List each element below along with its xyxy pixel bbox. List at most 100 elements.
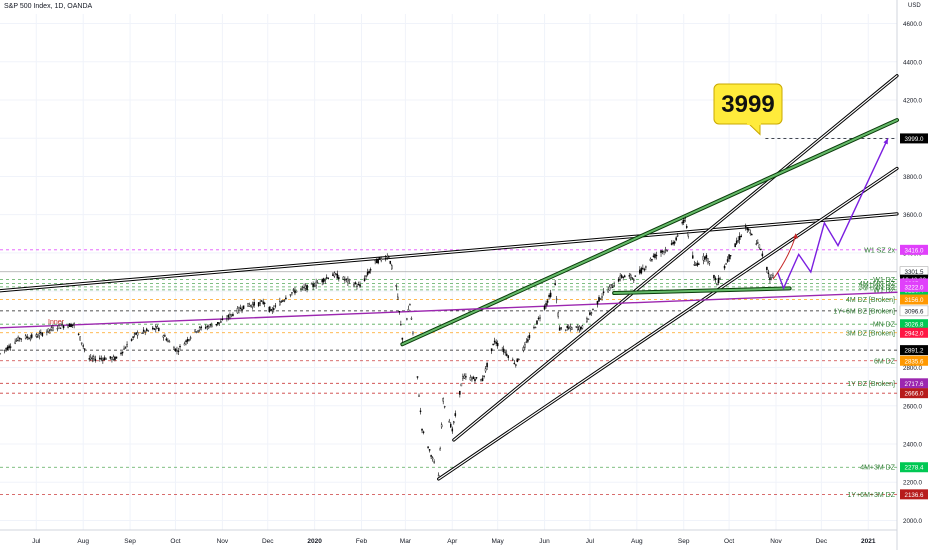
- candle-body: [380, 258, 382, 261]
- candle-body: [726, 259, 729, 262]
- candle-body: [450, 423, 452, 428]
- candle-body: [675, 237, 677, 241]
- candle-body: [167, 340, 169, 342]
- candles-group: [0, 216, 774, 477]
- level-label: 4M+MN DZ: [859, 281, 896, 288]
- candle-body: [369, 269, 372, 271]
- candle-body: [502, 348, 505, 353]
- candle-body: [177, 350, 180, 352]
- candle-body: [226, 318, 228, 320]
- time-tick-label: Sep: [678, 538, 690, 545]
- candle-body: [734, 243, 736, 248]
- candle-body: [749, 232, 752, 234]
- candle-body: [772, 274, 774, 278]
- candle-body: [539, 317, 541, 319]
- candle-body: [433, 461, 435, 463]
- candle-body: [443, 406, 446, 408]
- candle-body: [735, 240, 738, 244]
- candle-body: [292, 289, 295, 291]
- candle-body: [41, 333, 44, 336]
- candle-body: [516, 358, 519, 362]
- candle-body: [472, 376, 475, 379]
- candle-body: [492, 343, 494, 346]
- callout-text: 3999: [721, 91, 774, 118]
- candle-body: [260, 300, 263, 302]
- candle-body: [230, 314, 233, 316]
- candle-body: [58, 324, 60, 326]
- candle-body: [418, 395, 420, 397]
- candle-body: [397, 296, 399, 300]
- level-label: MN DZ: [873, 322, 896, 329]
- candle-body: [194, 329, 196, 332]
- price-tick-label: 3600.0: [903, 212, 922, 219]
- candle-body: [279, 301, 281, 306]
- candle-body: [747, 229, 750, 231]
- candle-body: [567, 327, 570, 329]
- candle-body: [145, 328, 148, 331]
- candle-body: [645, 266, 647, 268]
- candle-body: [59, 327, 62, 329]
- candle-body: [120, 352, 122, 355]
- candle-body: [471, 377, 473, 381]
- time-tick-label: Aug: [631, 538, 643, 545]
- candle-body: [67, 325, 69, 328]
- candle-body: [204, 327, 207, 329]
- trendline-inner: [438, 167, 898, 480]
- candle-body: [263, 302, 266, 304]
- candle-body: [619, 275, 621, 280]
- candle-body: [133, 333, 136, 335]
- candle-body: [453, 421, 455, 424]
- candle-body: [26, 336, 28, 338]
- candle-body: [49, 329, 51, 331]
- candle-body: [515, 364, 517, 367]
- trendline-label: Inner: [48, 319, 65, 326]
- candle-body: [719, 278, 721, 280]
- price-tag: [900, 294, 928, 305]
- candle-body: [525, 341, 528, 343]
- candle-body: [321, 278, 323, 283]
- price-tag: [900, 133, 928, 144]
- candle-body: [313, 285, 316, 287]
- candle-body: [628, 275, 631, 277]
- candle-body: [142, 329, 145, 332]
- candle-body: [663, 250, 665, 253]
- trendline-inner: [401, 119, 898, 346]
- candle-body: [301, 286, 304, 289]
- callout-pointer-join: [747, 121, 761, 125]
- candle-body: [206, 325, 208, 328]
- candle-body: [363, 278, 366, 281]
- candle-body: [71, 324, 74, 326]
- level-label: 4M+3M DZ: [860, 465, 896, 472]
- candle-body: [673, 241, 676, 244]
- level-label: 1Y+6M DZ [Broken]: [833, 308, 895, 315]
- candle-body: [660, 250, 662, 253]
- candle-body: [740, 235, 742, 238]
- candle-body: [189, 337, 192, 339]
- candle-body: [554, 283, 556, 285]
- candle-body: [406, 318, 408, 320]
- candle-body: [518, 358, 520, 361]
- candle-body: [62, 325, 65, 329]
- candle-body: [273, 308, 275, 310]
- candle-body: [168, 341, 171, 343]
- candle-body: [105, 358, 107, 360]
- candle-body: [220, 321, 222, 323]
- candle-body: [409, 304, 411, 306]
- candle-body: [462, 375, 464, 379]
- candle-body: [80, 342, 83, 344]
- time-tick-label: 2021: [861, 538, 876, 545]
- price-tick-label: 4600.0: [903, 21, 922, 28]
- candle-body: [200, 326, 202, 329]
- price-tag: [900, 388, 928, 399]
- candle-body: [73, 323, 75, 325]
- candle-body: [437, 474, 440, 477]
- candle-body: [513, 362, 516, 365]
- candle-body: [316, 282, 319, 284]
- candle-body: [262, 301, 264, 304]
- candle-body: [357, 284, 360, 286]
- candle-body: [716, 284, 718, 286]
- candle-body: [232, 314, 234, 316]
- candle-body: [375, 258, 378, 264]
- candle-body: [217, 321, 219, 325]
